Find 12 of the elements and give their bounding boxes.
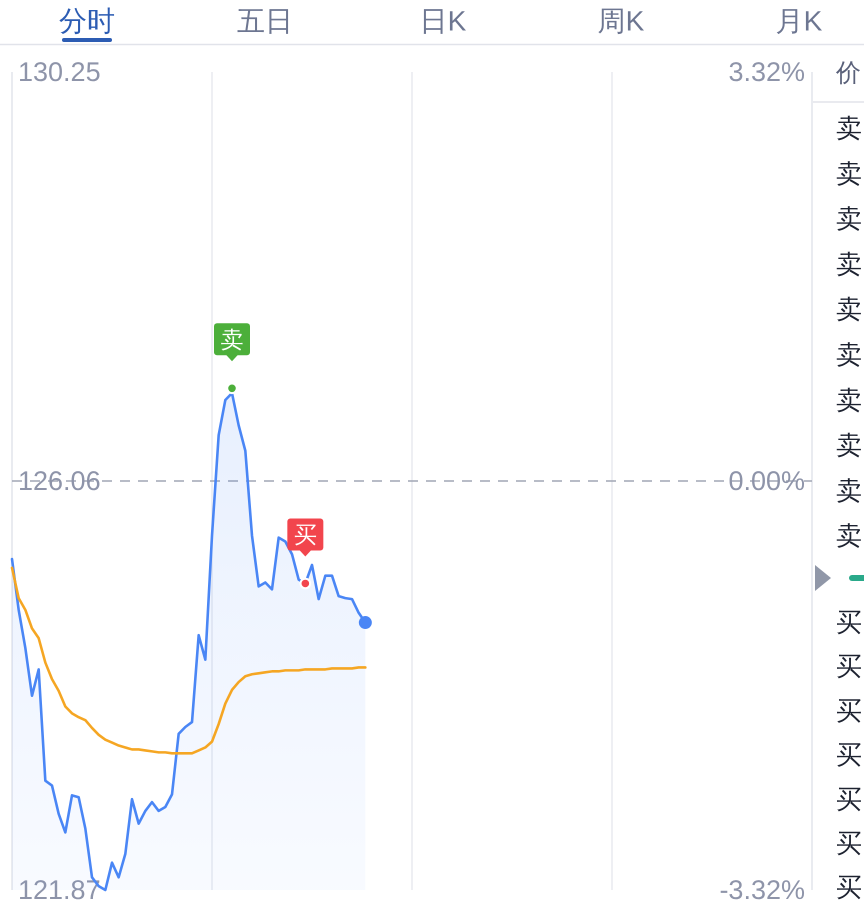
data-label: 卖: [220, 326, 244, 352]
y2-tick-label: 3.32%: [728, 57, 805, 87]
order-book: 价 卖 卖 卖 卖 卖 卖 卖 卖 卖 卖 买 买 买 买 买 买 买: [813, 59, 864, 902]
flag: 卖: [214, 323, 250, 362]
y-tick-label: 121.87: [18, 875, 101, 905]
flag: 买: [287, 518, 324, 556]
y-tick-label: 126.06: [18, 466, 101, 496]
tabs: 分时 五日 日K 周K 月K: [59, 6, 822, 42]
y-tick-label: 130.25: [18, 57, 101, 87]
data-label: 买: [294, 521, 317, 548]
y2-tick-label: 0.00%: [728, 466, 805, 496]
y2-tick-label: -3.32%: [719, 875, 805, 905]
